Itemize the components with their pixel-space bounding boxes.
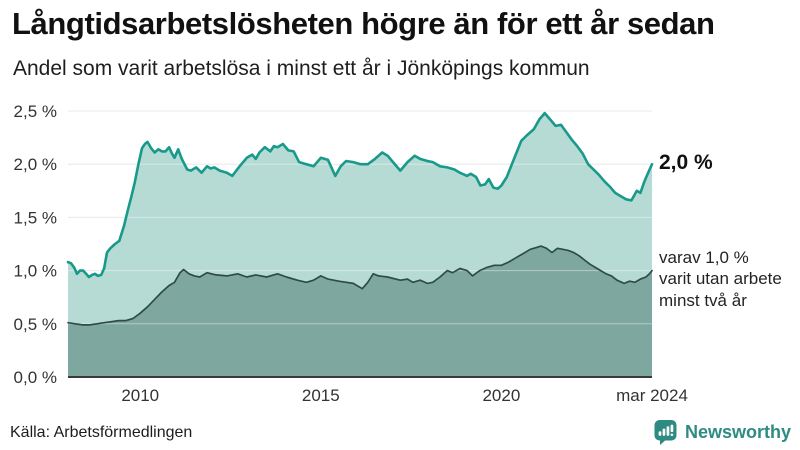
y-tick-label: 2,0 % [14,155,57,174]
y-tick-label: 2,5 % [14,102,57,121]
newsworthy-wordmark: Newsworthy [684,422,791,442]
end-value-label: 2,0 % [659,151,713,175]
y-tick-label: 1,5 % [14,208,57,227]
annotation-line: varit utan arbete [659,269,782,289]
newsworthy-logo[interactable]: Newsworthy [653,419,791,446]
y-tick-label: 0,5 % [14,315,57,334]
newsworthy-icon [654,420,677,445]
x-tick-label: 2020 [482,386,520,405]
series-area-2 [68,246,652,377]
x-tick-label: 2010 [121,386,159,405]
x-tick-label: mar 2024 [616,386,688,405]
series-line-2 [67,245,653,326]
x-tick-label: 2015 [302,386,340,405]
series2-annotation: varav 1,0 % varit utan arbete minst två … [659,247,782,312]
chart-subtitle: Andel som varit arbetslösa i minst ett å… [13,57,590,80]
page-title: Långtidsarbetslösheten högre än för ett … [12,6,715,41]
y-tick-label: 0,0 % [14,368,57,387]
y-tick-label: 1,0 % [14,262,57,281]
source-note: Källa: Arbetsförmedlingen [10,424,193,441]
annotation-line: minst två år [659,290,747,310]
series-line-1 [66,111,654,279]
annotation-line: varav 1,0 % [659,247,749,267]
